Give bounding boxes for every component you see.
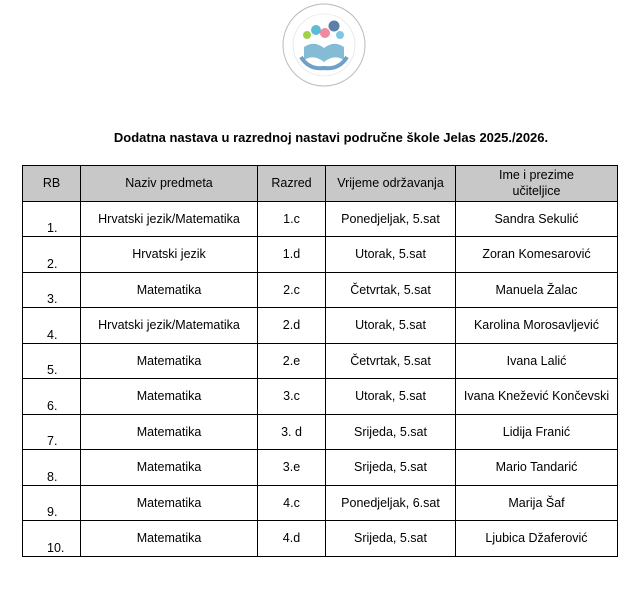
document-title: Dodatna nastava u razrednoj nastavi podr… <box>113 130 549 145</box>
cell-class: 3. d <box>257 413 326 450</box>
cell-time: Utorak, 5.sat <box>325 307 456 344</box>
table-row: 4. Hrvatski jezik/Matematika 2.d Utorak, 5.… <box>22 307 618 344</box>
cell-time: Četvrtak, 5.sat <box>325 342 456 379</box>
cell-class: 4.d <box>257 520 326 557</box>
cell-teacher: Marija Šaf <box>455 484 618 521</box>
table-row: 9. Matematika 4.c Ponedjeljak, 6.sat Marija … <box>22 484 618 521</box>
cell-subject: Matematika <box>80 484 258 521</box>
cell-time: Ponedjeljak, 5.sat <box>325 200 456 237</box>
cell-subject: Hrvatski jezik/Matematika <box>80 200 258 237</box>
header-teacher: Ime i prezime učiteljice <box>455 165 618 202</box>
school-logo <box>282 3 366 87</box>
cell-subject: Matematika <box>80 449 258 486</box>
table-row: 1. Hrvatski jezik/Matematika 1.c Ponedjelja… <box>22 200 618 237</box>
cell-class: 1.c <box>257 200 326 237</box>
cell-row-number: 10. <box>22 520 81 557</box>
cell-teacher: Zoran Komesarović <box>455 236 618 273</box>
cell-row-number: 8. <box>22 449 81 486</box>
table-row: 6. Matematika 3.c Utorak, 5.sat Ivana Knežev… <box>22 378 618 415</box>
cell-class: 2.e <box>257 342 326 379</box>
cell-class: 4.c <box>257 484 326 521</box>
cell-time: Srijeda, 5.sat <box>325 449 456 486</box>
cell-teacher: Manuela Žalac <box>455 271 618 308</box>
header-subject: Naziv predmeta <box>80 165 258 202</box>
cell-subject: Matematika <box>80 378 258 415</box>
header-rb: RB <box>22 165 81 202</box>
table-header-row: RB Naziv predmeta Razred Vrijeme održava… <box>22 165 618 202</box>
table-row: 5. Matematika 2.e Četvrtak, 5.sat Ivana Lali… <box>22 342 618 379</box>
cell-row-number: 6. <box>22 378 81 415</box>
schedule-table: RB Naziv predmeta Razred Vrijeme održava… <box>22 165 618 557</box>
cell-class: 1.d <box>257 236 326 273</box>
cell-class: 2.d <box>257 307 326 344</box>
header-time: Vrijeme održavanja <box>325 165 456 202</box>
table-row: 10. Matematika 4.d Srijeda, 5.sat Ljubica Dž… <box>22 520 618 557</box>
cell-time: Četvrtak, 5.sat <box>325 271 456 308</box>
cell-subject: Matematika <box>80 413 258 450</box>
table-row: 3. Matematika 2.c Četvrtak, 5.sat Manuela Ža… <box>22 271 618 308</box>
cell-time: Utorak, 5.sat <box>325 236 456 273</box>
cell-time: Srijeda, 5.sat <box>325 413 456 450</box>
cell-row-number: 5. <box>22 342 81 379</box>
cell-row-number: 3. <box>22 271 81 308</box>
cell-teacher: Sandra Sekulić <box>455 200 618 237</box>
cell-teacher: Ljubica Džaferović <box>455 520 618 557</box>
cell-subject: Matematika <box>80 342 258 379</box>
cell-teacher: Mario Tandarić <box>455 449 618 486</box>
cell-subject: Hrvatski jezik/Matematika <box>80 307 258 344</box>
cell-time: Utorak, 5.sat <box>325 378 456 415</box>
cell-teacher: Ivana Lalić <box>455 342 618 379</box>
table-row: 2. Hrvatski jezik 1.d Utorak, 5.sat Zoran Ko… <box>22 236 618 273</box>
cell-subject: Matematika <box>80 520 258 557</box>
table-row: 8. Matematika 3.e Srijeda, 5.sat Mario Tanda… <box>22 449 618 486</box>
cell-subject: Matematika <box>80 271 258 308</box>
cell-subject: Hrvatski jezik <box>80 236 258 273</box>
cell-time: Srijeda, 5.sat <box>325 520 456 557</box>
cell-teacher: Lidija Franić <box>455 413 618 450</box>
cell-row-number: 2. <box>22 236 81 273</box>
cell-class: 3.e <box>257 449 326 486</box>
cell-time: Ponedjeljak, 6.sat <box>325 484 456 521</box>
table-row: 7. Matematika 3. d Srijeda, 5.sat Lidija Fra… <box>22 413 618 450</box>
cell-row-number: 4. <box>22 307 81 344</box>
cell-teacher: Ivana Knežević Končevski <box>455 378 618 415</box>
cell-class: 3.c <box>257 378 326 415</box>
header-class: Razred <box>257 165 326 202</box>
cell-row-number: 9. <box>22 484 81 521</box>
cell-teacher: Karolina Morosavljević <box>455 307 618 344</box>
cell-row-number: 7. <box>22 413 81 450</box>
cell-row-number: 1. <box>22 200 81 237</box>
cell-class: 2.c <box>257 271 326 308</box>
